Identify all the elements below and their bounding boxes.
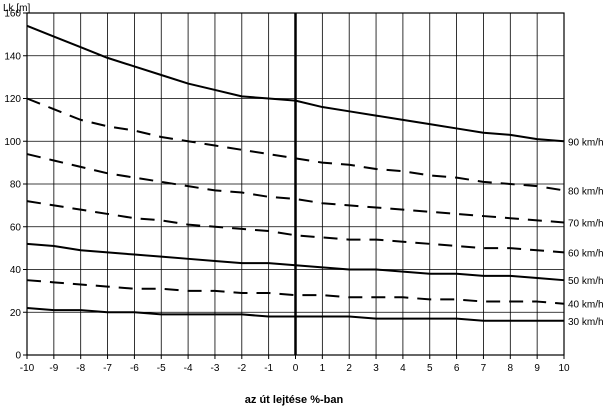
x-tick-label: -1 (264, 363, 273, 374)
x-tick-label: -7 (103, 363, 112, 374)
y-tick-label: 20 (10, 308, 22, 319)
series-label: 60 km/h (568, 248, 604, 259)
x-tick-label: -3 (210, 363, 219, 374)
x-tick-label: 7 (481, 363, 487, 374)
x-tick-label: -2 (237, 363, 246, 374)
series-label: 50 km/h (568, 276, 604, 287)
x-tick-label: 0 (293, 363, 299, 374)
x-tick-label: -8 (76, 363, 85, 374)
x-tick-label: 8 (508, 363, 514, 374)
series-line (26, 200, 565, 254)
y-tick-label: 0 (15, 351, 21, 362)
series-label: 90 km/h (568, 137, 604, 148)
series-label: 30 km/h (568, 317, 604, 328)
y-tick-label: 100 (4, 137, 21, 148)
x-tick-label: -6 (130, 363, 139, 374)
y-tick-label: 120 (4, 94, 21, 105)
x-tick-label: 1 (320, 363, 326, 374)
x-tick-label: 10 (558, 363, 570, 374)
y-tick-label: 140 (4, 51, 21, 62)
x-tick-label: -9 (49, 363, 58, 374)
x-tick-label: 5 (427, 363, 433, 374)
x-tick-label: -10 (20, 363, 35, 374)
x-tick-label: -4 (184, 363, 193, 374)
y-tick-label: 160 (4, 9, 21, 20)
y-tick-label: 60 (10, 222, 22, 233)
series-label: 40 km/h (568, 300, 604, 311)
series-line (26, 279, 565, 305)
series-label: 80 km/h (568, 186, 604, 197)
y-tick-label: 40 (10, 265, 22, 276)
labels-group: Lk [m] az út lejtése %-ban -10 -9 -8 -7 -6 -5… (3, 3, 604, 406)
x-tick-label: 9 (534, 363, 540, 374)
y-axis-title: Lk [m] (3, 3, 30, 14)
y-tick-label: 80 (10, 180, 22, 191)
series-label: 70 km/h (568, 218, 604, 229)
axes-group (23, 12, 565, 359)
x-tick-label: 2 (346, 363, 352, 374)
x-axis-title: az út lejtése %-ban (245, 394, 344, 406)
x-tick-label: 6 (454, 363, 460, 374)
x-tick-label: -5 (157, 363, 166, 374)
x-tick-label: 3 (373, 363, 379, 374)
x-tick-label: 4 (400, 363, 406, 374)
